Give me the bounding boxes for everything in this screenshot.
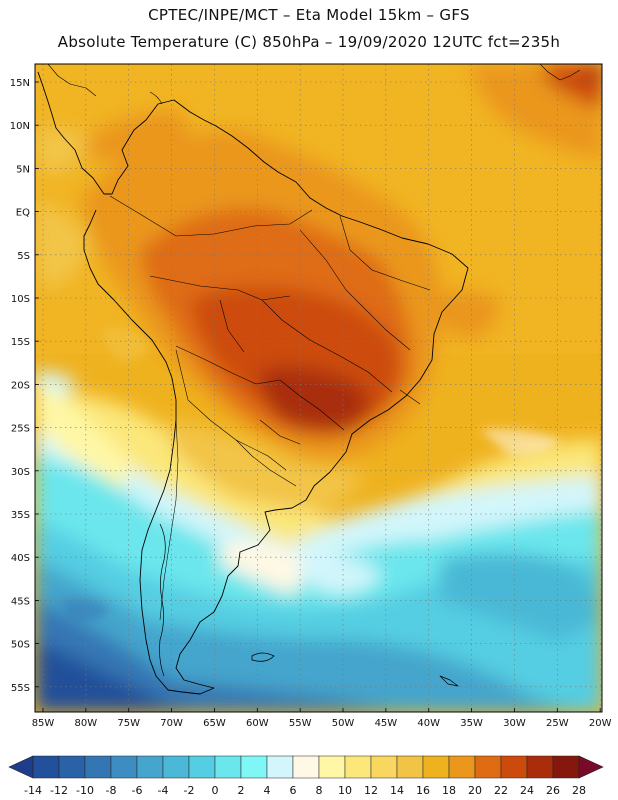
colorbar-label: 18: [442, 784, 456, 797]
colorbar-swatch: [318, 755, 346, 779]
colorbar-min-arrow: [8, 755, 34, 779]
colorbar-swatch: [370, 755, 398, 779]
colorbar-swatch: [188, 755, 216, 779]
lat-label: 40S: [11, 553, 30, 564]
colorbar-swatch: [58, 755, 86, 779]
colorbar-swatch: [84, 755, 112, 779]
colorbar-label: -4: [158, 784, 169, 797]
colorbar-swatch: [32, 755, 60, 779]
map-subtitle: Absolute Temperature (C) 850hPa – 19/09/…: [57, 33, 561, 51]
lon-label: 40W: [417, 718, 440, 729]
colorbar-label: 16: [416, 784, 430, 797]
colorbar-swatch: [526, 755, 554, 779]
lon-label: 30W: [503, 718, 526, 729]
colorbar-swatch: [552, 755, 580, 779]
lat-label: 20S: [11, 380, 30, 391]
colorbar-max-arrow: [578, 755, 604, 779]
colorbar: -14 -12 -10 -8 -6 -4 -2 0 2 4 6 8 10 12 14 16 18 20 22 24 26…: [8, 755, 604, 797]
colorbar-label: 0: [212, 784, 219, 797]
colorbar-label: -6: [132, 784, 143, 797]
colorbar-swatch: [344, 755, 372, 779]
lat-label: 25S: [11, 424, 30, 435]
lat-lon-grid: [35, 64, 602, 712]
lat-label: 30S: [11, 467, 30, 478]
lon-label: 70W: [160, 718, 183, 729]
colorbar-swatch: [292, 755, 320, 779]
colorbar-swatch: [214, 755, 242, 779]
colorbar-swatch: [422, 755, 450, 779]
lat-label: 15S: [11, 337, 30, 348]
latitude-labels: 15N 10N 5N EQ 5S 10S 15S 20S 25S 30S 35S 40S 45S 50S 5…: [10, 78, 39, 694]
colorbar-swatch: [266, 755, 294, 779]
lon-label: 45W: [375, 718, 398, 729]
colorbar-label: 14: [390, 784, 404, 797]
colorbar-label: 12: [364, 784, 378, 797]
longitude-labels: 85W 80W 75W 70W 65W 60W 55W 50W 45W 40W 35W 30W 25W 2…: [32, 708, 612, 729]
lat-label: 15N: [10, 78, 30, 89]
lon-label: 20W: [589, 718, 612, 729]
lon-label: 25W: [546, 718, 569, 729]
lon-label: 50W: [332, 718, 355, 729]
colorbar-label: 28: [572, 784, 586, 797]
colorbar-label: 6: [290, 784, 297, 797]
colorbar-swatch: [162, 755, 190, 779]
lon-label: 60W: [246, 718, 269, 729]
lat-label: 45S: [11, 596, 30, 607]
colorbar-swatch: [448, 755, 476, 779]
lon-label: 75W: [117, 718, 140, 729]
lat-label: 5N: [16, 164, 30, 175]
colorbar-label: 26: [546, 784, 560, 797]
map-title: CPTEC/INPE/MCT – Eta Model 15km – GFS: [148, 6, 470, 24]
colorbar-label: 2: [238, 784, 245, 797]
colorbar-label: 8: [316, 784, 323, 797]
country-borders: [109, 195, 431, 621]
lat-label: 35S: [11, 510, 30, 521]
lat-label: 55S: [11, 683, 30, 694]
colorbar-label: 10: [338, 784, 352, 797]
colorbar-label: -14: [24, 784, 42, 797]
map-frame: [34, 63, 603, 713]
lon-label: 80W: [75, 718, 98, 729]
lon-label: 35W: [460, 718, 483, 729]
lon-label: 65W: [203, 718, 226, 729]
colorbar-label: 20: [468, 784, 482, 797]
colorbar-label: -12: [50, 784, 68, 797]
lon-label: 85W: [32, 718, 55, 729]
colorbar-label: 4: [264, 784, 271, 797]
colorbar-label: -10: [76, 784, 94, 797]
lat-label: 10N: [10, 121, 30, 132]
colorbar-swatch: [110, 755, 138, 779]
colorbar-swatch: [240, 755, 268, 779]
colorbar-label: 24: [520, 784, 534, 797]
lon-label: 55W: [289, 718, 312, 729]
colorbar-swatch: [500, 755, 528, 779]
colorbar-label: 22: [494, 784, 508, 797]
lat-label: 5S: [17, 251, 30, 262]
colorbar-label: -8: [106, 784, 117, 797]
lat-label: 50S: [11, 640, 30, 651]
colorbar-label: -2: [184, 784, 195, 797]
lat-label: 10S: [11, 294, 30, 305]
colorbar-swatch: [474, 755, 502, 779]
colorbar-swatch: [396, 755, 424, 779]
temperature-field: [35, 64, 602, 712]
lat-label: EQ: [16, 208, 30, 219]
colorbar-swatch: [136, 755, 164, 779]
